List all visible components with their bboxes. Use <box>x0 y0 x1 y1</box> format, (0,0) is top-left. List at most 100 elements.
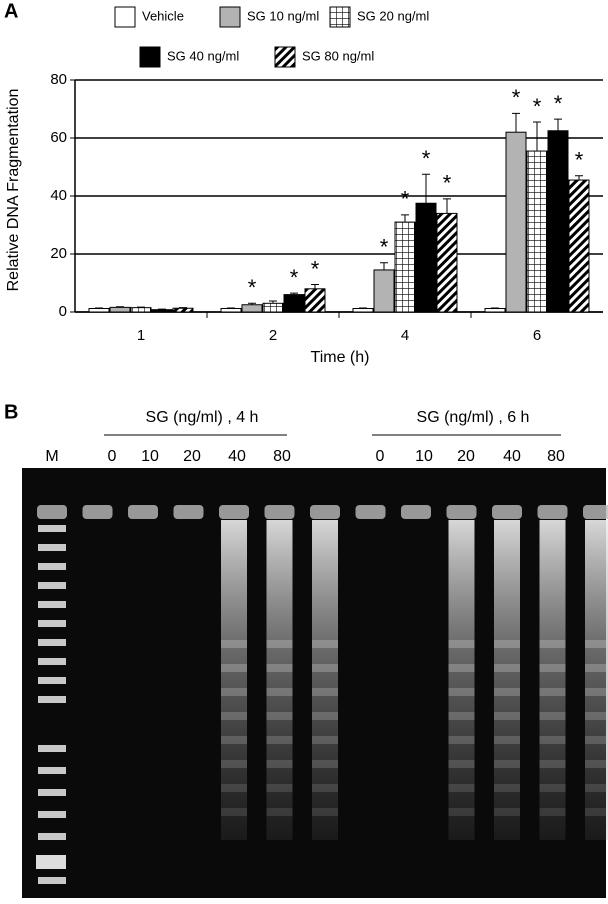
error-bar <box>227 307 235 309</box>
significance-mark: * <box>290 265 299 290</box>
error-bar <box>443 198 451 214</box>
band <box>448 712 475 720</box>
well <box>355 505 386 519</box>
bar <box>151 309 173 313</box>
bar <box>394 221 416 313</box>
band <box>539 760 566 768</box>
band <box>494 688 520 696</box>
bar <box>436 212 458 313</box>
bar <box>352 308 374 313</box>
error-bar <box>290 292 298 295</box>
legend-label: SG 10 ng/ml <box>247 8 319 23</box>
bar <box>109 306 131 313</box>
ladder-band <box>38 639 66 646</box>
smear <box>266 520 293 840</box>
band <box>585 808 608 816</box>
band <box>539 784 566 792</box>
band <box>448 640 475 648</box>
well <box>37 505 67 519</box>
bar <box>220 308 242 313</box>
legend-swatch <box>114 6 136 28</box>
ladder-band <box>38 811 66 818</box>
band <box>312 808 338 816</box>
y-axis-label: Relative DNA Fragmentation <box>5 89 22 292</box>
error-bar <box>359 307 367 309</box>
significance-mark: * <box>575 148 584 173</box>
band <box>312 688 338 696</box>
error-bar <box>575 175 583 181</box>
error-bar <box>512 112 520 133</box>
smear <box>448 520 475 840</box>
well <box>583 505 608 519</box>
legend-swatch <box>274 46 296 68</box>
ladder-band <box>38 658 66 665</box>
error-bar <box>311 283 319 289</box>
legend-swatch <box>329 6 351 28</box>
significance-mark: * <box>533 94 542 119</box>
error-bar <box>116 306 124 308</box>
band <box>585 712 608 720</box>
legend-label: Vehicle <box>142 8 184 23</box>
error-bar <box>248 302 256 305</box>
error-bar <box>158 308 166 310</box>
legend-label: SG 20 ng/ml <box>357 8 429 23</box>
ladder-band <box>38 544 66 551</box>
significance-mark: * <box>443 171 452 196</box>
band <box>312 640 338 648</box>
ladder-band <box>38 601 66 608</box>
lane-label: 0 <box>108 448 117 465</box>
significance-mark: * <box>248 275 257 300</box>
lane-label: 40 <box>503 448 521 465</box>
band <box>494 664 520 672</box>
bar <box>547 130 569 313</box>
band <box>312 736 338 744</box>
well <box>82 505 113 519</box>
bar <box>241 304 263 313</box>
lane-label: 80 <box>547 448 565 465</box>
legend-swatch <box>139 46 161 68</box>
lane-label: 0 <box>376 448 385 465</box>
band <box>266 664 293 672</box>
ladder-band <box>36 855 66 869</box>
band <box>221 808 247 816</box>
error-bar <box>95 307 103 309</box>
ladder-band <box>38 767 66 774</box>
error-bar <box>533 121 541 152</box>
ladder-band <box>38 877 66 884</box>
band <box>494 736 520 744</box>
band <box>221 760 247 768</box>
ladder-band <box>38 677 66 684</box>
band <box>585 736 608 744</box>
error-bar <box>269 300 277 304</box>
band <box>585 640 608 648</box>
smear <box>494 520 520 840</box>
band <box>266 712 293 720</box>
error-bar <box>491 307 499 309</box>
band <box>448 808 475 816</box>
x-tick-label: 6 <box>533 327 541 344</box>
band <box>494 784 520 792</box>
ladder-band <box>38 789 66 796</box>
band <box>312 784 338 792</box>
band <box>448 784 475 792</box>
ladder-band <box>38 620 66 627</box>
y-tick-label: 40 <box>50 187 67 204</box>
bar <box>130 307 152 313</box>
significance-mark: * <box>554 91 563 116</box>
band <box>312 712 338 720</box>
bar <box>505 131 527 313</box>
significance-mark: * <box>422 146 431 171</box>
bar <box>262 302 284 313</box>
band <box>539 688 566 696</box>
x-axis-label: Time (h) <box>311 349 370 366</box>
bar <box>172 307 194 313</box>
ladder-band <box>38 525 66 532</box>
bar <box>283 294 305 313</box>
band <box>266 784 293 792</box>
band <box>539 640 566 648</box>
band <box>221 688 247 696</box>
well <box>492 505 522 519</box>
smear <box>585 520 608 840</box>
well <box>128 505 158 519</box>
ladder-band <box>38 833 66 840</box>
